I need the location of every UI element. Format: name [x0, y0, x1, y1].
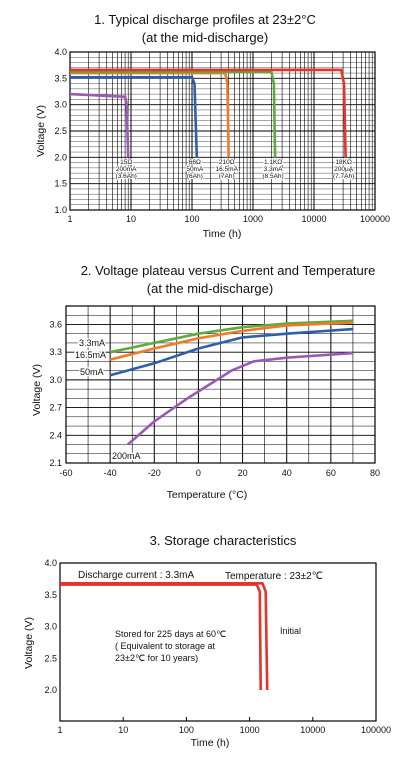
chart-1-x-tick: 10000 [301, 214, 326, 224]
chart-1-x-tick: 100 [184, 214, 199, 224]
chart-1-y-tick: 1.5 [54, 179, 67, 189]
chart-1-series-label: 16.5mA [216, 166, 239, 173]
chart-1-x-tick: 1 [67, 214, 72, 224]
chart-1-series-label: 66Ω [189, 159, 201, 166]
chart-1-series-label: (6Ah) [187, 173, 203, 180]
chart-3-series-line [60, 582, 269, 691]
chart-2-x-tick: -40 [104, 468, 117, 478]
chart-1-y-tick: 4.0 [54, 47, 67, 57]
chart-3-annotation-years: 23±2℃ for 10 years) [115, 653, 198, 663]
chart-1-series-label: 210Ω [219, 159, 235, 166]
chart-1-series-label: 1.1KΩ [264, 159, 282, 166]
chart-1-series-line [70, 70, 277, 158]
chart-1-y-tick: 3.5 [54, 73, 67, 83]
chart-2-title: 2. Voltage plateau versus Current and Te… [81, 263, 376, 278]
chart-3-annotation-equivalent: ( Equivalent to storage at [115, 641, 216, 651]
chart-1-x-label: Time (h) [203, 228, 242, 240]
chart-1-frame [69, 51, 376, 211]
chart-2-y-tick: 3.0 [49, 375, 62, 385]
chart-2: 2. Voltage plateau versus Current and Te… [31, 263, 380, 501]
chart-1-series-label: 200μA [334, 166, 354, 173]
chart-1-series-line [69, 92, 130, 158]
chart-3-annotation-temperature: Temperature : 23±2℃ [225, 571, 323, 582]
chart-2-x-label: Temperature (°C) [167, 489, 248, 501]
chart-2-y-tick: 2.1 [49, 458, 62, 468]
chart-2-y-tick: 3.3 [49, 347, 62, 357]
chart-2-subtitle: (at the mid-discharge) [147, 281, 273, 296]
chart-1-series-label: (7Ah) [219, 173, 235, 180]
chart-3-x-tick: 100 [179, 725, 194, 735]
chart-2-y-tick: 2.4 [49, 430, 62, 440]
chart-2-x-tick: 80 [370, 468, 380, 478]
chart-1-series-label: (7.7Ah) [333, 173, 354, 180]
chart-3: 3. Storage characteristics 1 10 100 1000 1000… [23, 533, 391, 749]
chart-1-y-tick: 3.0 [54, 100, 67, 110]
chart-3-x-tick: 10000 [300, 725, 325, 735]
chart-2-series-label: 200mA [112, 451, 141, 461]
chart-2-x-tick: -20 [148, 468, 161, 478]
chart-1-series-label: 15Ω [120, 159, 132, 166]
chart-3-x-tick: 1 [57, 725, 62, 735]
chart-3-x-tick: 100000 [361, 725, 391, 735]
chart-2-series-label: 3.3mA [79, 338, 105, 348]
chart-2-series-line [126, 351, 353, 446]
chart-2-x-tick: 60 [326, 468, 336, 478]
chart-1: 1. Typical discharge profiles at 23±2°C (… [35, 12, 390, 240]
chart-1-series-line [70, 68, 347, 158]
chart-1-series-label: (8.5Ah) [262, 173, 283, 180]
chart-3-y-tick: 2.0 [44, 685, 57, 695]
chart-1-y-tick: 2.5 [54, 126, 67, 136]
chart-3-y-tick: 4.0 [44, 558, 57, 568]
chart-3-annotation-current: Discharge current : 3.3mA [78, 570, 194, 581]
chart-2-series-label: 16.5mA [75, 350, 106, 360]
chart-2-series-label: 50mA [80, 367, 104, 377]
chart-3-y-tick: 3.5 [44, 590, 57, 600]
chart-3-y-tick: 3.0 [44, 622, 57, 632]
chart-2-series-line [109, 321, 353, 361]
chart-2-x-tick: 0 [196, 468, 201, 478]
chart-1-series-line [70, 76, 199, 158]
chart-2-y-tick: 3.6 [49, 319, 62, 329]
chart-3-annotation-initial: Initial [280, 626, 301, 636]
chart-3-x-label: Time (h) [191, 737, 230, 749]
chart-1-series-label: 200mA [116, 166, 137, 173]
chart-2-x-tick: -60 [59, 468, 72, 478]
chart-3-x-tick: 1000 [240, 725, 260, 735]
chart-3-y-label: Voltage (V) [23, 617, 35, 669]
chart-1-y-label: Voltage (V) [35, 105, 47, 157]
chart-1-x-tick: 10 [126, 214, 136, 224]
chart-1-subtitle: (at the mid-discharge) [142, 30, 268, 45]
chart-2-x-tick: 20 [238, 468, 248, 478]
chart-1-series-label: (3.6Ah) [116, 173, 137, 180]
chart-1-series-label: 3.3mA [264, 166, 283, 173]
chart-3-y-tick: 2.5 [44, 653, 57, 663]
chart-2-y-label: Voltage (V) [31, 364, 43, 416]
chart-1-series-label: 50mA [186, 166, 204, 173]
chart-3-frame [59, 562, 377, 722]
chart-1-y-tick: 1.0 [54, 205, 67, 215]
chart-1-x-tick: 1000 [243, 214, 263, 224]
chart-2-series-line [109, 327, 353, 377]
chart-2-y-tick: 2.7 [49, 403, 62, 413]
chart-3-annotation-storage: Stored for 225 days at 60℃ [115, 629, 226, 639]
chart-1-title: 1. Typical discharge profiles at 23±2°C [94, 12, 316, 27]
chart-1-series-label: 18KΩ [335, 159, 352, 166]
chart-2-x-tick: 40 [282, 468, 292, 478]
chart-1-y-tick: 2.0 [54, 152, 67, 162]
chart-2-series-line [109, 319, 353, 354]
chart-2-frame [65, 305, 376, 464]
chart-3-x-tick: 10 [118, 725, 128, 735]
chart-3-title: 3. Storage characteristics [150, 533, 297, 548]
chart-1-x-tick: 100000 [360, 214, 390, 224]
